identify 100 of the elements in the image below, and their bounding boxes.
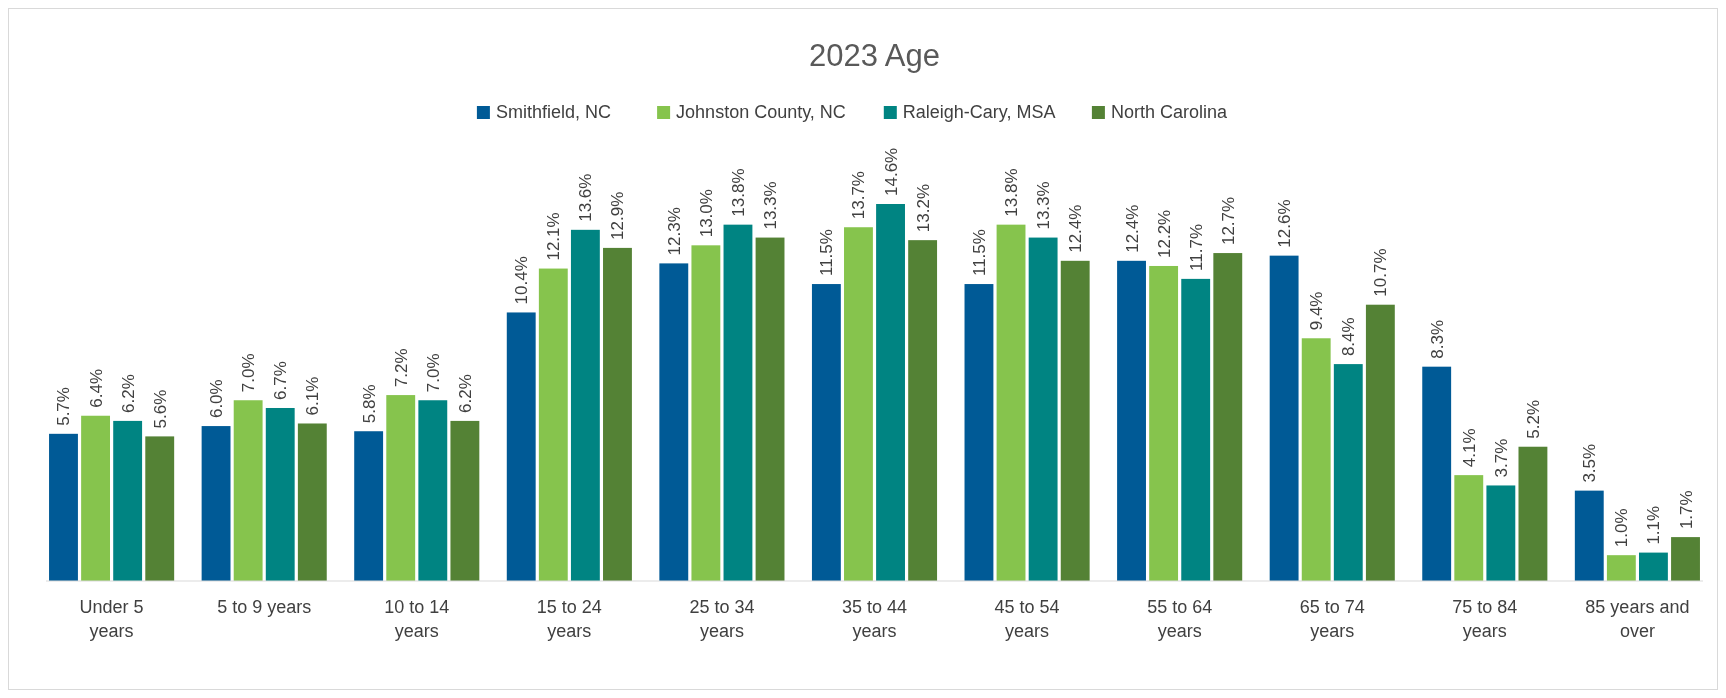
- data-label: 6.2%: [455, 374, 475, 413]
- data-label: 6.4%: [86, 368, 106, 408]
- bar: [1606, 555, 1636, 581]
- data-label: 1.0%: [1612, 508, 1632, 548]
- data-label: 11.7%: [1186, 223, 1206, 271]
- legend-label: Smithfield, NC: [495, 102, 611, 122]
- bar: [1518, 446, 1548, 581]
- x-tick-label: 10 to 14 years: [384, 597, 450, 641]
- bar: [1060, 260, 1090, 581]
- data-label: 13.0%: [696, 189, 716, 238]
- bar: [876, 204, 905, 581]
- data-label: 5.8%: [359, 384, 379, 424]
- bar: [659, 263, 689, 581]
- bar: [297, 423, 327, 581]
- bar: [450, 420, 480, 581]
- x-tick-label: 55 to 64 years: [1147, 597, 1213, 641]
- data-label: 9.4%: [1307, 291, 1327, 331]
- bar: [844, 227, 873, 581]
- bar: [1269, 255, 1299, 581]
- data-label: 5.6%: [150, 389, 170, 429]
- data-label: 12.4%: [1066, 204, 1086, 253]
- legend-label: Johnston County, NC: [676, 102, 846, 122]
- bar: [603, 247, 632, 581]
- data-label: 13.8%: [1002, 168, 1022, 217]
- data-label: 8.4%: [1339, 317, 1359, 357]
- data-label: 6.2%: [118, 374, 138, 413]
- data-label: 13.6%: [576, 173, 596, 222]
- bar: [386, 395, 416, 581]
- data-label: 12.6%: [1275, 199, 1295, 248]
- bar: [1454, 475, 1484, 581]
- data-label: 10.4%: [512, 256, 532, 305]
- bar: [1181, 278, 1211, 581]
- data-label: 11.5%: [817, 229, 837, 277]
- bar: [755, 237, 785, 581]
- data-label: 4.1%: [1459, 428, 1479, 468]
- bar: [81, 415, 110, 581]
- data-label: 1.7%: [1676, 490, 1696, 530]
- data-label: 12.1%: [544, 212, 564, 261]
- bar: [964, 284, 994, 581]
- x-tick-label: 65 to 74 years: [1299, 597, 1365, 641]
- data-label: 5.7%: [54, 387, 74, 426]
- data-label: 12.7%: [1218, 196, 1238, 246]
- x-tick-label: 15 to 24 years: [536, 597, 602, 641]
- x-tick-label: 85 years and over: [1585, 597, 1690, 641]
- data-label: 6.1%: [303, 376, 323, 416]
- bar: [49, 433, 78, 581]
- data-label: 7.0%: [239, 353, 259, 393]
- data-label: 14.6%: [881, 147, 901, 196]
- bar: [723, 224, 753, 581]
- data-label: 7.0%: [423, 353, 443, 393]
- data-label: 6.7%: [271, 361, 291, 400]
- x-tick-label: Under 5 years: [79, 597, 144, 641]
- bar: [113, 420, 143, 581]
- bar: [538, 268, 568, 581]
- legend-label: Raleigh-Cary, MSA: [902, 102, 1056, 122]
- bar: [1028, 237, 1058, 581]
- data-label: 13.3%: [1034, 181, 1054, 230]
- data-label: 3.7%: [1491, 438, 1511, 478]
- bar: [811, 284, 841, 581]
- data-label: 10.7%: [1371, 248, 1391, 297]
- bar: [996, 224, 1026, 581]
- bar: [233, 400, 263, 581]
- data-label: 11.5%: [969, 229, 989, 277]
- bar: [1486, 485, 1516, 581]
- data-label: 12.2%: [1154, 209, 1174, 258]
- x-tick-label: 35 to 44 years: [841, 597, 908, 641]
- bar: [1333, 364, 1363, 581]
- data-label: 13.7%: [849, 171, 869, 220]
- data-label: 3.5%: [1580, 443, 1600, 483]
- x-tick-label: 5 to 9 years: [217, 597, 312, 617]
- bar: [418, 400, 448, 581]
- data-label: 13.2%: [913, 183, 933, 233]
- data-label: 13.8%: [728, 168, 748, 217]
- data-label: 7.2%: [391, 348, 411, 388]
- chart-title: 2023 Age: [808, 38, 941, 73]
- bar: [145, 436, 175, 581]
- data-label: 5.2%: [1523, 399, 1543, 439]
- data-label: 12.3%: [664, 207, 684, 256]
- bar: [908, 240, 938, 581]
- bar: [1639, 552, 1668, 581]
- data-label: 8.3%: [1427, 319, 1447, 359]
- bar: [1422, 366, 1452, 581]
- bar: [691, 245, 721, 581]
- bar: [1117, 260, 1146, 581]
- bar: [506, 312, 536, 581]
- bar: [1574, 490, 1604, 581]
- legend-label: North Carolina: [1110, 102, 1228, 122]
- x-tick-label: 25 to 34 years: [689, 597, 755, 641]
- data-label: 13.3%: [761, 181, 781, 230]
- bar: [1365, 304, 1395, 581]
- data-label: 1.1%: [1644, 505, 1664, 545]
- bar: [1213, 253, 1243, 581]
- data-label: 12.9%: [608, 191, 628, 240]
- bar: [201, 426, 231, 581]
- x-tick-label: 45 to 54 years: [994, 597, 1060, 641]
- bar: [1301, 338, 1331, 581]
- data-label: 6.0%: [207, 379, 227, 419]
- bar: [570, 229, 600, 581]
- bar: [1671, 537, 1700, 581]
- bar: [1149, 265, 1179, 581]
